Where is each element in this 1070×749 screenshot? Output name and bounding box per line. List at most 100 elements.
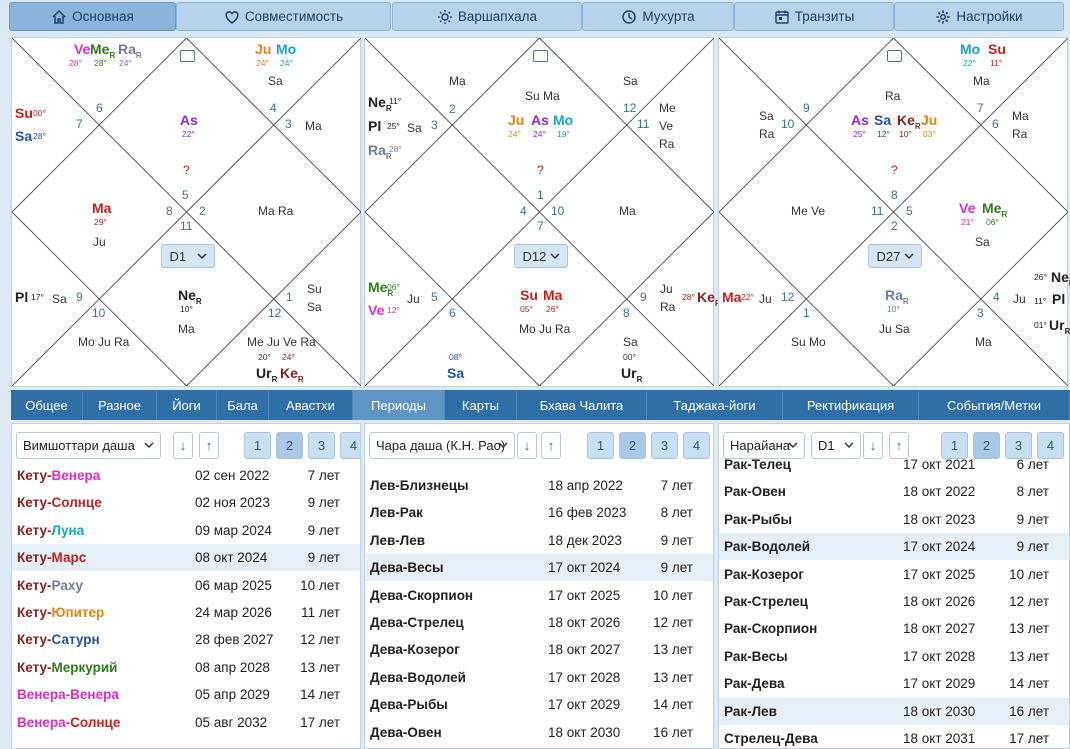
label-text: Sa [447, 365, 465, 381]
dasha-type-select[interactable]: Чара даша (К.Н. Рао) [369, 432, 515, 459]
period-name: Рак-Скорпион [724, 621, 817, 636]
dasha-type-select[interactable]: Нарайана [723, 432, 805, 459]
period-row[interactable]: Дева-Стрелец 18 окт 2026 12 лет [365, 609, 713, 636]
level-button[interactable]: 1 [244, 432, 271, 459]
period-row[interactable]: Венера-Венера 05 апр 2029 14 лет [12, 681, 360, 708]
tab-heart[interactable]: Совместимость [176, 2, 391, 31]
tab-clock[interactable]: Мухурта [582, 2, 734, 31]
chart-label: Sa [623, 75, 638, 87]
period-row[interactable]: Лев-Близнецы 18 апр 2022 7 лет [365, 472, 713, 499]
degree-label: 25° [853, 130, 866, 139]
sort-up-button[interactable]: ↑ [889, 432, 909, 459]
section-tab[interactable]: Разное [83, 390, 157, 420]
period-row[interactable]: Рак-Стрелец 18 окт 2026 12 лет [719, 588, 1069, 615]
section-tab[interactable]: Бхава Чалита [517, 390, 647, 420]
level-button[interactable]: 3 [308, 432, 335, 459]
level-button[interactable]: 3 [651, 432, 678, 459]
period-row[interactable]: Кету-Венера 02 сен 2022 7 лет [12, 462, 360, 489]
section-tab[interactable]: Таджака-йоги [647, 390, 783, 420]
home-icon [52, 9, 66, 24]
chart-style-icon[interactable] [532, 50, 548, 62]
period-row[interactable]: Венера-Солнце 05 авг 2032 17 лет [12, 709, 360, 736]
house-line [539, 38, 714, 213]
house-number: 12 [623, 102, 636, 114]
label-text: Ra [659, 137, 675, 151]
period-row[interactable]: Стрелец-Дева 18 окт 2031 17 лет [719, 725, 1069, 748]
period-row[interactable]: Кету-Юпитер 24 мар 2026 11 лет [12, 599, 360, 626]
chart-style-icon[interactable] [886, 50, 902, 62]
period-row[interactable]: Дева-Весы 17 окт 2024 9 лет [365, 554, 713, 582]
level-button[interactable]: 1 [587, 432, 614, 459]
period-start-date: 17 окт 2024 [903, 539, 976, 555]
sort-up-button[interactable]: ↑ [199, 432, 219, 459]
main-period: Дева-Скорпион [370, 587, 474, 603]
period-row[interactable]: Кету-Марс 08 окт 2024 9 лет [12, 544, 360, 572]
level-button[interactable]: 2 [619, 432, 646, 459]
dasha-type-select[interactable]: D1 [811, 432, 861, 459]
division-select[interactable]: D12 [513, 244, 568, 268]
period-row[interactable]: Рак-Козерог 17 окт 2025 10 лет [719, 561, 1069, 588]
period-row[interactable]: Рак-Дева 17 окт 2029 14 лет [719, 670, 1069, 697]
level-button[interactable]: 1 [941, 432, 968, 459]
sort-down-button[interactable]: ↓ [863, 432, 883, 459]
period-row[interactable]: Дева-Рыбы 17 окт 2029 14 лет [365, 691, 713, 718]
chart-label: Ju [759, 293, 772, 305]
level-button[interactable]: 2 [276, 432, 303, 459]
main-period: Венера- [17, 714, 71, 730]
label-text: 7 [537, 219, 544, 233]
label-text: 28° [94, 58, 107, 68]
period-row[interactable]: Рак-Рыбы 18 окт 2023 9 лет [719, 506, 1069, 533]
sun-icon [437, 9, 452, 24]
tab-gear[interactable]: Настройки [894, 2, 1064, 31]
period-row[interactable]: Дева-Водолей 17 окт 2028 13 лет [365, 664, 713, 691]
section-tab[interactable]: Бала [217, 390, 269, 420]
section-tab[interactable]: Ректификация [783, 390, 919, 420]
division-select[interactable]: D1 [160, 244, 215, 268]
label-text: As [180, 112, 198, 128]
level-button[interactable]: 4 [1037, 432, 1064, 459]
period-row[interactable]: Кету-Меркурий 08 апр 2028 13 лет [12, 654, 360, 681]
period-row[interactable]: Дева-Скорпион 17 окт 2025 10 лет [365, 582, 713, 609]
tab-home[interactable]: Основная [9, 2, 176, 31]
period-row[interactable]: Кету-Солнце 02 ноя 2023 9 лет [12, 489, 360, 516]
age-duration: 16 лет [653, 724, 693, 740]
period-row[interactable]: Дева-Козерог 18 окт 2027 13 лет [365, 636, 713, 663]
chart-label: Ra [659, 138, 674, 150]
period-row[interactable]: Лев-Рак 16 фев 2023 8 лет [365, 499, 713, 526]
level-button[interactable]: 4 [340, 432, 360, 459]
period-row[interactable]: Рак-Водолей 17 окт 2024 9 лет [719, 533, 1069, 561]
section-tab[interactable]: Авастхи [269, 390, 353, 420]
period-row[interactable]: Рак-Лев 18 окт 2030 16 лет [719, 697, 1069, 725]
period-row[interactable]: Рак-Овен 18 окт 2022 8 лет [719, 478, 1069, 505]
section-tab[interactable]: Йоги [157, 390, 217, 420]
retrograde-mark: R [636, 374, 643, 384]
section-tab[interactable]: Общее [11, 390, 83, 420]
section-tab[interactable]: Карты [445, 390, 517, 420]
period-row[interactable]: Рак-Телец 17 окт 2021 6 лет [719, 451, 1069, 478]
level-button[interactable]: 3 [1005, 432, 1032, 459]
house-number: 11 [871, 205, 883, 217]
age-duration: 14 лет [1009, 676, 1049, 692]
section-tab[interactable]: События/Метки [919, 390, 1070, 420]
period-row[interactable]: Лев-Лев 18 дек 2023 9 лет [365, 527, 713, 554]
level-button[interactable]: 2 [973, 432, 1000, 459]
tab-calendar[interactable]: Транзиты [734, 2, 894, 31]
planet-label: Ma [543, 288, 562, 302]
label-text: Sa [15, 128, 33, 144]
sort-down-button[interactable]: ↓ [173, 432, 193, 459]
period-row[interactable]: Кету-Луна 09 мар 2024 9 лет [12, 517, 360, 544]
main-period: Кету- [17, 632, 52, 648]
dasha-type-select[interactable]: Вимшоттари даша [16, 432, 161, 459]
period-row[interactable]: Дева-Овен 18 окт 2030 16 лет [365, 719, 713, 746]
division-select[interactable]: D27 [867, 244, 922, 268]
period-row[interactable]: Кету-Сатурн 28 фев 2027 12 лет [12, 626, 360, 653]
period-row[interactable]: Рак-Скорпион 18 окт 2027 13 лет [719, 615, 1069, 642]
tab-sun[interactable]: Варшапхала [392, 2, 582, 31]
period-row[interactable]: Кету-Раху 06 мар 2025 10 лет [12, 572, 360, 599]
period-row[interactable]: Рак-Весы 17 окт 2028 13 лет [719, 643, 1069, 670]
sort-up-button[interactable]: ↑ [541, 432, 561, 459]
section-tab[interactable]: Периоды [353, 390, 445, 420]
level-button[interactable]: 4 [683, 432, 710, 459]
chart-style-icon[interactable] [179, 50, 195, 62]
sort-down-button[interactable]: ↓ [517, 432, 537, 459]
